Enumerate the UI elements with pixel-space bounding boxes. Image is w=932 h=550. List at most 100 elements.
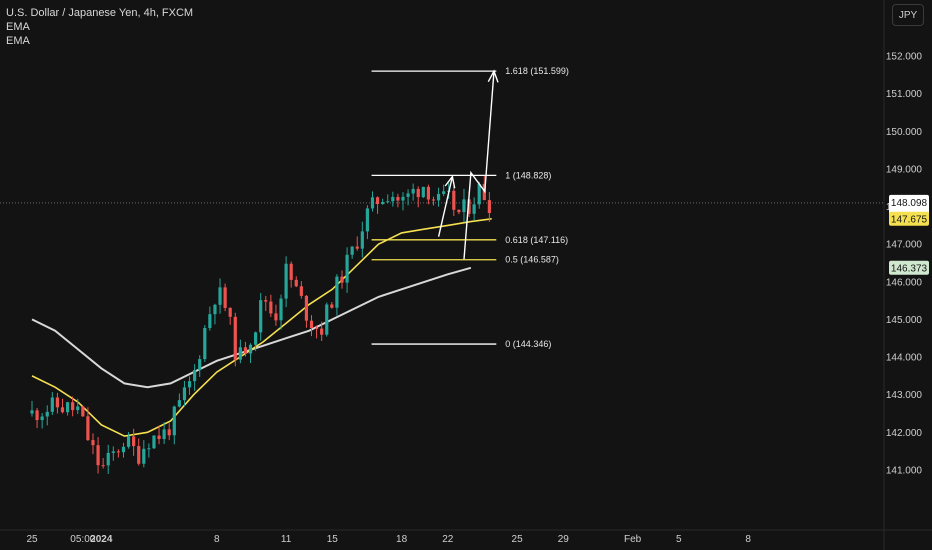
candle-body: [325, 304, 329, 335]
ema-slow-tag: 146.373: [891, 263, 928, 274]
candle-body: [55, 397, 60, 408]
currency-button[interactable]: JPY: [892, 4, 924, 26]
candle-body: [101, 465, 105, 467]
candle-body: [370, 197, 375, 209]
candle-body: [198, 359, 202, 371]
candle-body: [121, 446, 126, 453]
x-tick-label: Feb: [624, 534, 642, 545]
x-tick-label: 18: [396, 534, 408, 545]
candle-body: [40, 416, 44, 421]
candle-body: [396, 196, 400, 201]
candle-body: [213, 304, 217, 315]
fib-level-label: 0 (144.346): [505, 339, 551, 349]
candle-body: [248, 344, 253, 354]
candle-body: [264, 300, 268, 302]
candle-body: [314, 328, 319, 330]
fib-level-label: 0.618 (147.116): [505, 235, 568, 245]
candle-body: [208, 314, 212, 329]
x-tick-label: 2024: [90, 534, 113, 545]
y-tick-label: 151.000: [886, 89, 923, 100]
y-tick-label: 141.000: [886, 465, 923, 476]
candle-body: [218, 287, 222, 305]
projection-arrows: [437, 69, 499, 260]
x-tick-label: 8: [745, 534, 751, 545]
x-tick-label: 11: [281, 534, 292, 545]
candle-body: [452, 190, 456, 210]
candle-body: [416, 188, 420, 198]
ema-indicator-1[interactable]: EMA: [6, 21, 30, 33]
x-tick-label: 05:00: [70, 534, 95, 545]
candle-body: [96, 445, 100, 466]
ema-slow-tag-bg: [889, 260, 929, 275]
candle-body: [320, 328, 324, 335]
y-tick-label: 145.000: [886, 315, 923, 326]
candle-body: [223, 287, 227, 308]
fibonacci-levels: 1.618 (151.599) 1 (148.828) 0.618 (147.116…: [371, 66, 569, 349]
candle-body: [172, 406, 176, 436]
y-tick-label: 144.000: [886, 353, 923, 364]
candle-body: [228, 307, 232, 317]
candle-body: [60, 407, 65, 413]
x-tick-label: 29: [558, 534, 570, 545]
candle-body: [111, 451, 115, 453]
candle-body: [182, 387, 187, 401]
x-tick-label: 8: [214, 534, 220, 545]
candle-body: [289, 263, 293, 280]
arrow-head: [444, 174, 456, 189]
symbol-title[interactable]: U.S. Dollar / Japanese Yen, 4h, FXCM: [6, 7, 194, 19]
candle-body: [345, 254, 349, 283]
chart-legend: U.S. Dollar / Japanese Yen, 4h, FXCM EMA…: [6, 6, 193, 48]
x-tick-label: 22: [442, 534, 454, 545]
candle-body: [35, 410, 39, 421]
candle-body: [167, 429, 171, 436]
candle-body: [50, 397, 54, 412]
candle-body: [442, 191, 446, 194]
ema-slow-line: [31, 266, 472, 389]
y-tick-label: 150.000: [886, 127, 923, 138]
candle-body: [279, 298, 283, 321]
candle-body: [406, 193, 410, 197]
ema-fast-line: [31, 218, 492, 437]
y-tick-label: 142.000: [886, 428, 923, 439]
candle-body: [81, 406, 85, 417]
ema-indicator-2[interactable]: EMA: [6, 35, 30, 47]
candle-body: [482, 183, 486, 201]
ema-fast-tag-bg: [889, 211, 929, 226]
candle-body: [126, 436, 131, 447]
x-tick-label: 25: [26, 534, 38, 545]
candle-body: [30, 410, 34, 414]
y-tick-label: 143.000: [886, 390, 923, 401]
candle-body: [355, 246, 359, 249]
candle-body: [401, 196, 405, 201]
candle-body: [259, 300, 263, 333]
candle-body: [243, 347, 248, 354]
projection-line: [463, 71, 495, 260]
candle-body: [457, 209, 461, 213]
candle-body: [365, 208, 370, 232]
candle-body: [142, 448, 146, 464]
projection-line: [437, 176, 454, 237]
candle-body: [487, 200, 491, 214]
candle-body: [76, 406, 80, 411]
candle-body: [381, 202, 385, 205]
fib-level-label: 1.618 (151.599): [505, 66, 569, 76]
y-tick-label: 146.000: [886, 277, 923, 288]
candle-body: [467, 199, 471, 214]
candle-body: [45, 411, 49, 417]
candle-body: [91, 440, 95, 446]
candle-body: [152, 435, 156, 449]
last-price-tag: 148.098: [891, 198, 928, 209]
candle-body: [350, 246, 354, 255]
candle-body: [254, 332, 258, 345]
candle-body: [86, 416, 90, 441]
fib-level-label: 0.5 (146.587): [505, 255, 559, 265]
x-tick-label: 15: [327, 534, 339, 545]
x-tick-label: 25: [512, 534, 524, 545]
candle-body: [65, 402, 70, 413]
candle-body: [436, 193, 441, 201]
candle-body: [426, 186, 430, 200]
price-series: [30, 175, 491, 474]
